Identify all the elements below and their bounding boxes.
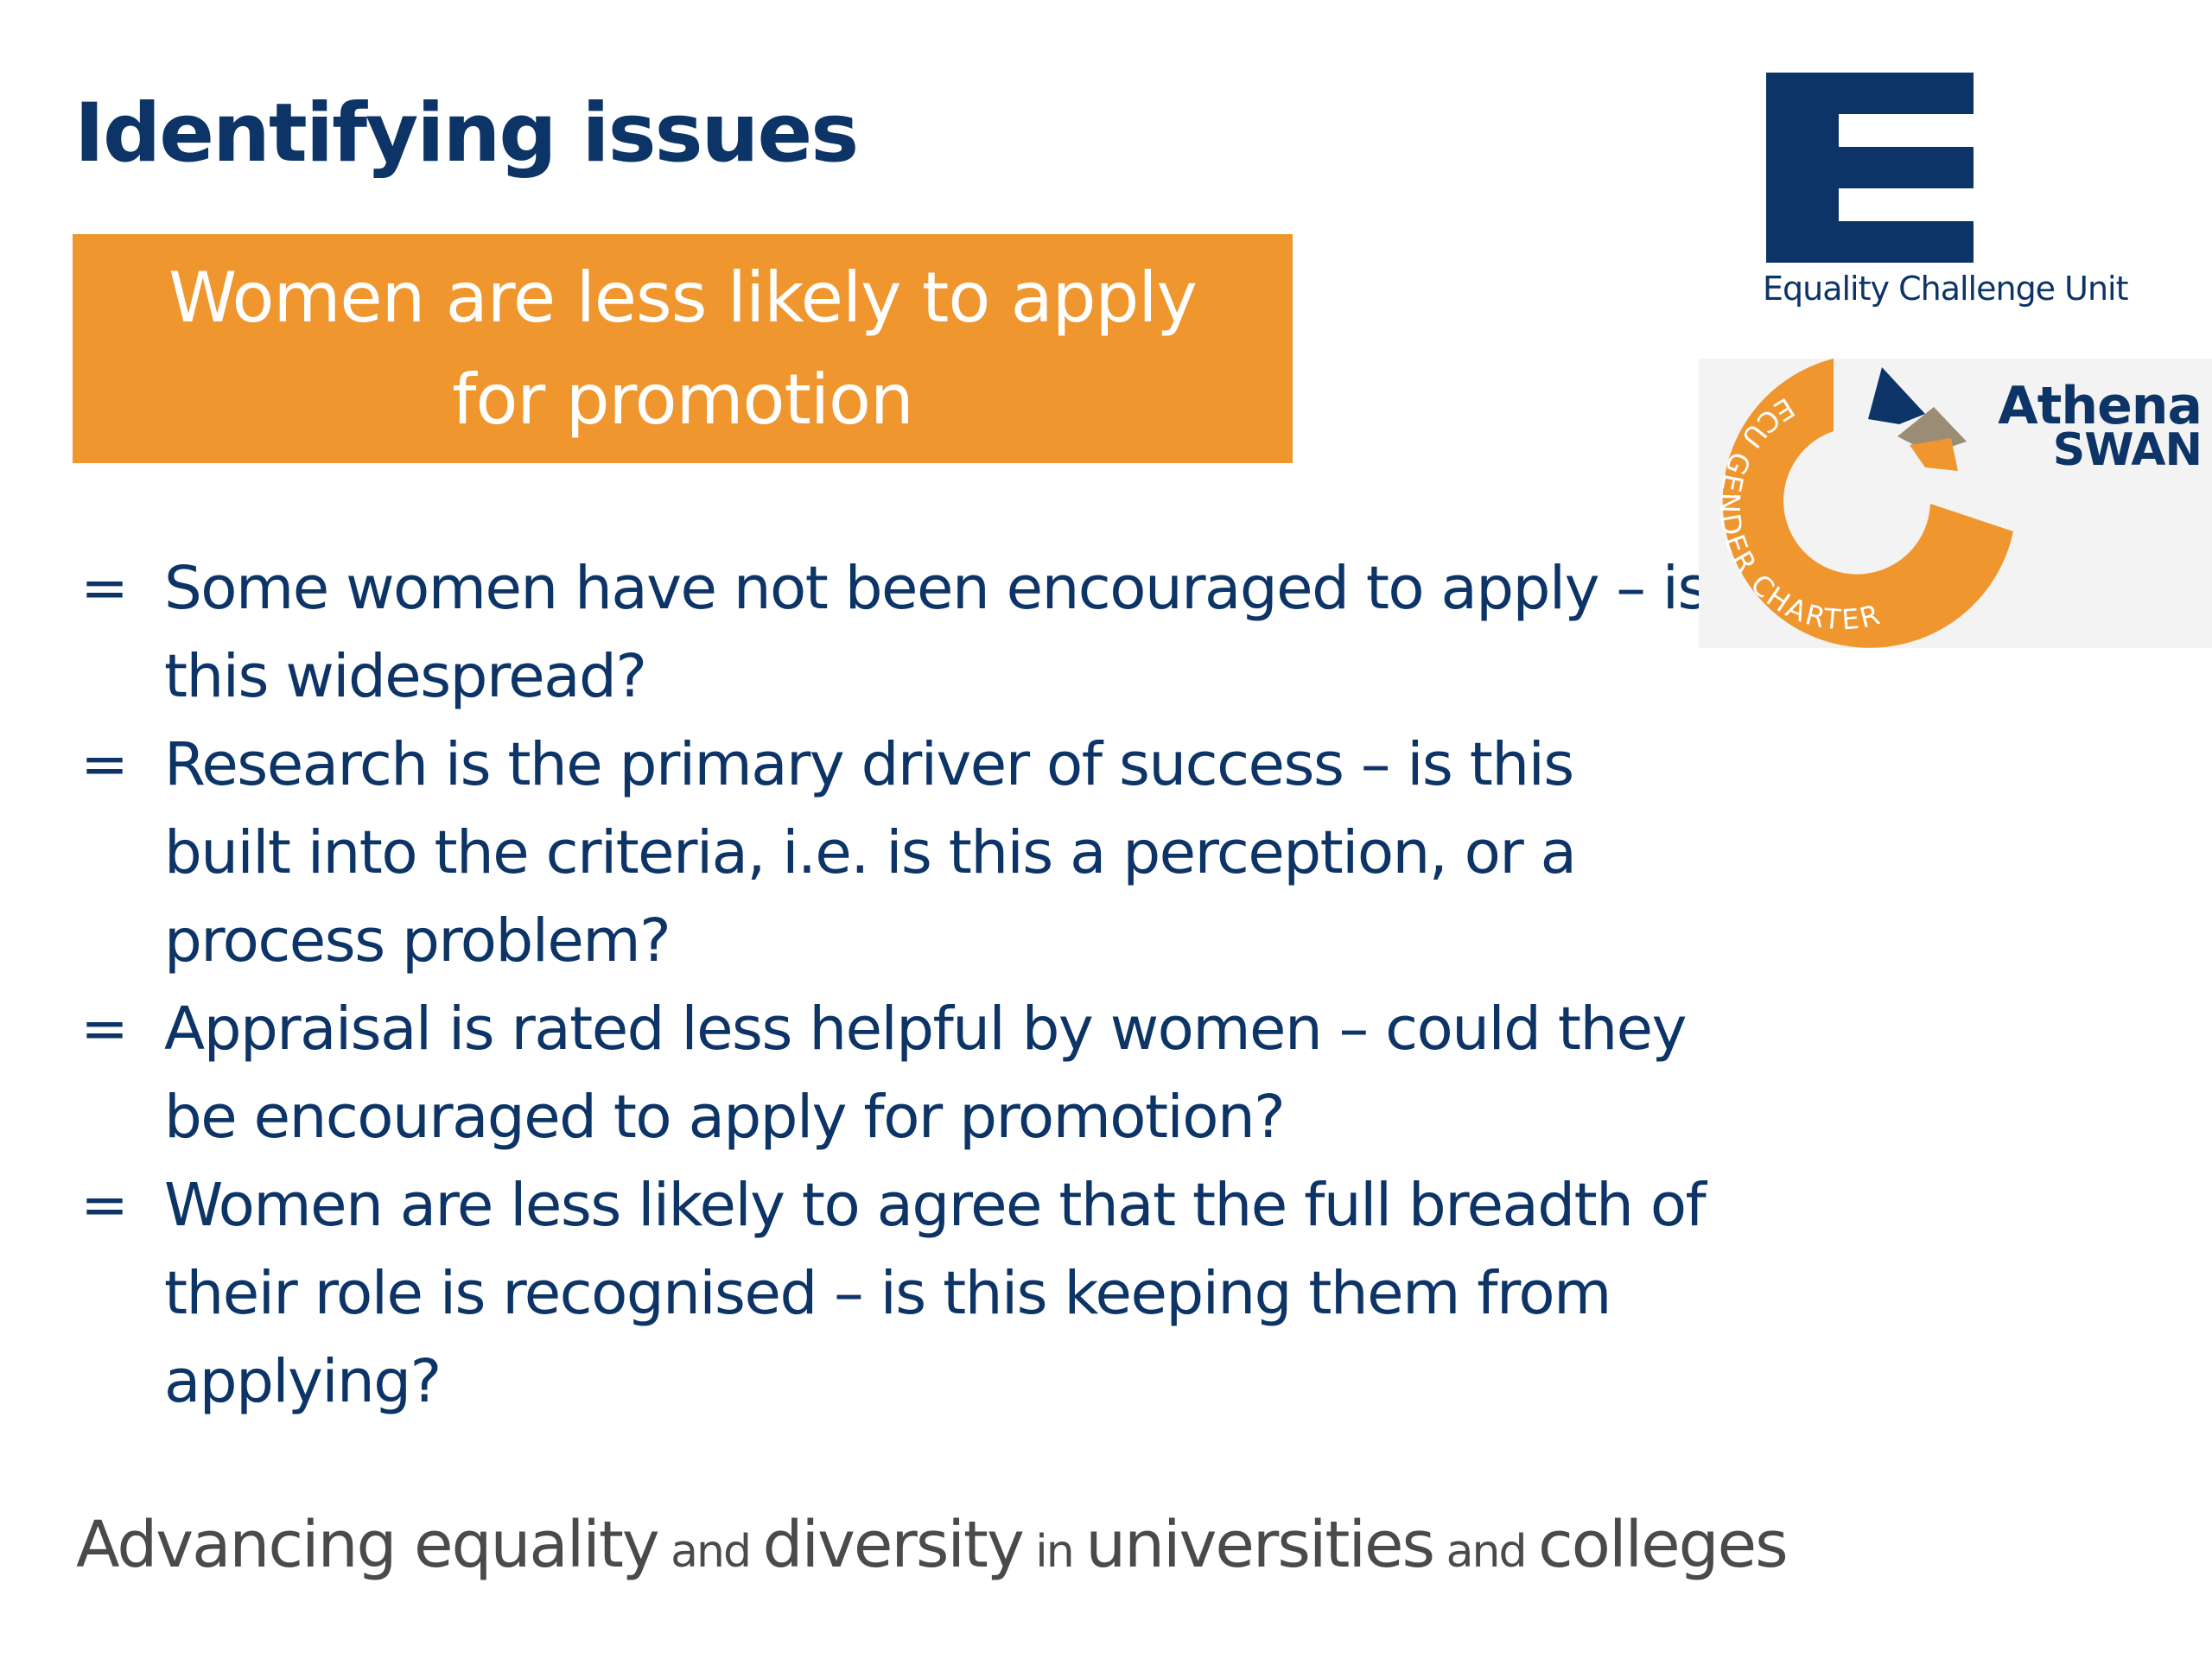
- slide-title: Identifying issues: [74, 86, 859, 181]
- tagline-part: diversity: [762, 1508, 1025, 1582]
- swan-text: SWAN: [2052, 424, 2202, 476]
- ecu-label: Equality Challenge Unit: [1763, 270, 2128, 308]
- bullet-item: = Some women have not been encouraged to…: [74, 544, 1716, 721]
- bullet-marker: =: [80, 995, 129, 1062]
- bullet-marker: =: [80, 731, 129, 798]
- tagline-part: universities: [1085, 1508, 1435, 1582]
- tagline-part: and: [1433, 1526, 1538, 1578]
- athena-text: Athena: [1998, 376, 2202, 436]
- gender-charter-ring-icon: ECU GENDER CHARTER: [1713, 359, 2013, 648]
- bullet-text: Women are less likely to agree that the …: [164, 1171, 1707, 1416]
- bullet-item: = Women are less likely to agree that th…: [74, 1161, 1716, 1426]
- tagline-part: in: [1022, 1526, 1086, 1578]
- bullet-text: Appraisal is rated less helpful by women…: [164, 995, 1687, 1152]
- highlight-banner: Women are less likely to apply for promo…: [73, 234, 1293, 463]
- bullet-list: = Some women have not been encouraged to…: [74, 544, 1716, 1426]
- bullet-item: = Appraisal is rated less helpful by wom…: [74, 985, 1716, 1161]
- athena-swan-logo: ECU GENDER CHARTER Athena SWAN: [1699, 359, 2212, 648]
- bullet-marker: =: [80, 555, 129, 621]
- bullet-item: = Research is the primary driver of succ…: [74, 721, 1716, 985]
- bullet-marker: =: [80, 1172, 129, 1238]
- bullet-text: Research is the primary driver of succes…: [164, 730, 1577, 976]
- bullet-text: Some women have not been encouraged to a…: [164, 554, 1708, 711]
- tagline-part: and: [658, 1526, 763, 1578]
- ecu-mark-icon: [1766, 73, 1974, 263]
- footer-tagline: Advancing equality and diversity in univ…: [76, 1508, 1789, 1582]
- tagline-part: Advancing equality: [76, 1508, 660, 1582]
- tagline-part: colleges: [1537, 1508, 1789, 1582]
- ecu-logo: Equality Challenge Unit: [1763, 69, 2160, 328]
- banner-text: Women are less likely to apply for promo…: [168, 257, 1198, 440]
